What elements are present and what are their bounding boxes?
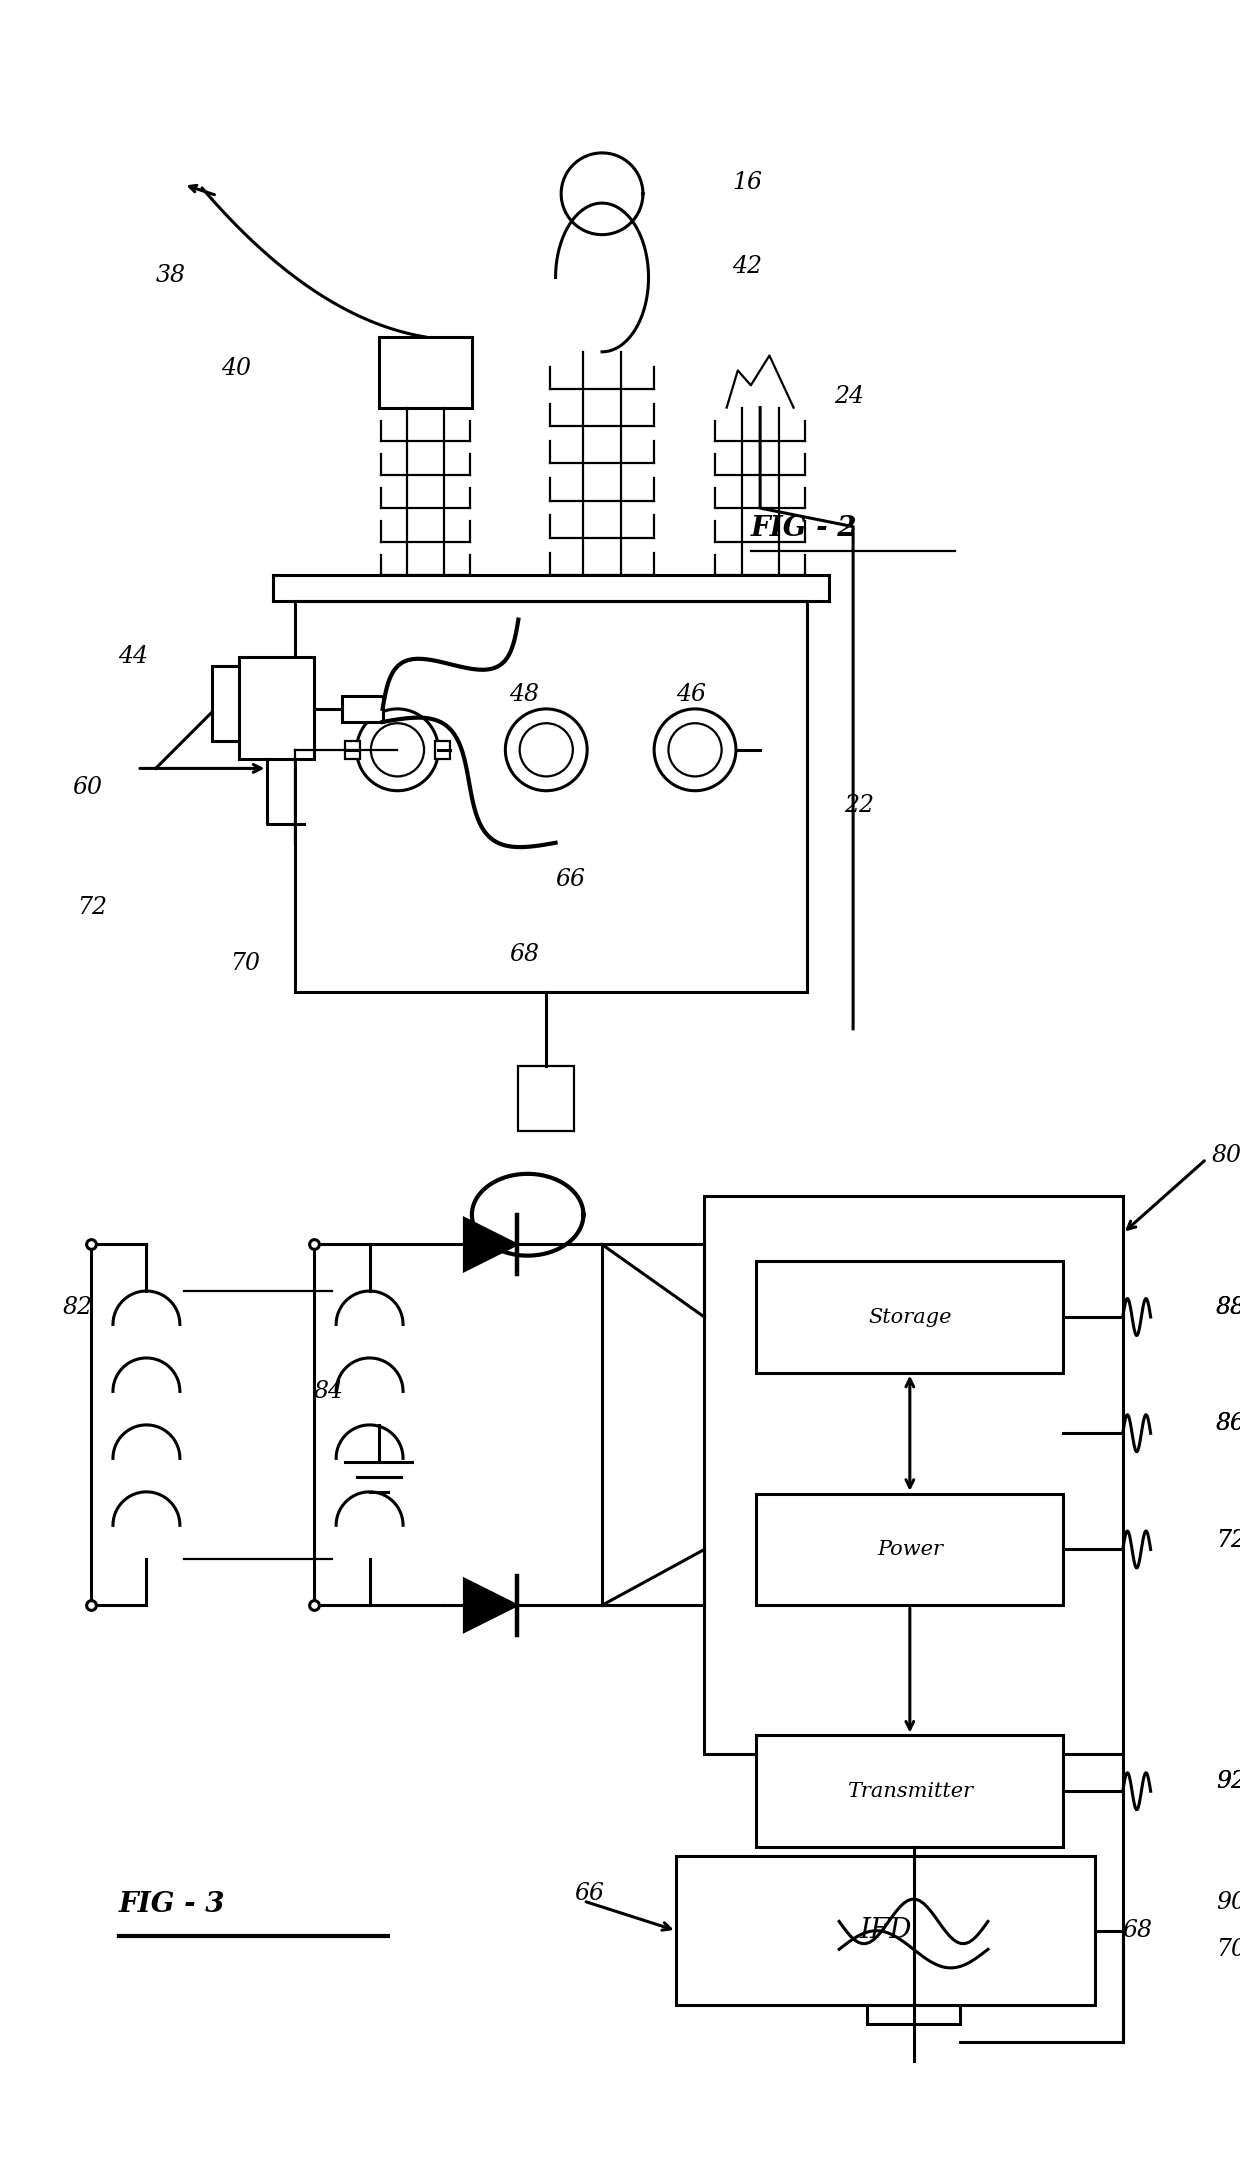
Text: 72: 72 xyxy=(1215,1529,1240,1551)
Circle shape xyxy=(379,732,417,769)
Circle shape xyxy=(520,723,573,775)
Polygon shape xyxy=(465,1579,517,1631)
Text: 48: 48 xyxy=(510,684,539,705)
Text: 92: 92 xyxy=(1215,1771,1240,1793)
Text: Power: Power xyxy=(877,1540,942,1559)
Bar xyxy=(756,1494,1063,1605)
Text: 66: 66 xyxy=(574,1883,604,1904)
Bar xyxy=(704,1197,1122,1754)
Text: 88: 88 xyxy=(1215,1297,1240,1319)
Bar xyxy=(295,601,806,992)
Circle shape xyxy=(655,710,737,791)
Text: 24: 24 xyxy=(835,384,864,408)
Text: 40: 40 xyxy=(221,356,250,380)
Text: 70: 70 xyxy=(231,952,260,976)
Text: IFD: IFD xyxy=(859,1918,911,1944)
Text: 44: 44 xyxy=(119,644,149,668)
Text: 68: 68 xyxy=(510,943,539,965)
Circle shape xyxy=(668,723,722,775)
Bar xyxy=(756,1260,1063,1374)
Circle shape xyxy=(357,710,439,791)
Circle shape xyxy=(506,710,588,791)
Text: 66: 66 xyxy=(556,869,585,891)
Circle shape xyxy=(528,732,565,769)
Text: 60: 60 xyxy=(72,775,102,799)
Bar xyxy=(346,740,361,760)
Text: 86: 86 xyxy=(1215,1413,1240,1435)
Circle shape xyxy=(895,1885,932,1922)
Text: 42: 42 xyxy=(733,256,763,277)
Text: 80: 80 xyxy=(1211,1144,1240,1166)
Text: 92: 92 xyxy=(1215,1771,1240,1793)
Text: 46: 46 xyxy=(677,684,707,705)
Polygon shape xyxy=(465,1219,517,1271)
Text: 84: 84 xyxy=(314,1380,343,1402)
Text: 38: 38 xyxy=(156,264,186,286)
Bar xyxy=(756,1736,1063,1848)
Text: 90: 90 xyxy=(1215,1891,1240,1915)
Bar xyxy=(212,666,277,740)
Bar xyxy=(239,657,314,760)
Text: 70: 70 xyxy=(1215,1937,1240,1961)
Text: Storage: Storage xyxy=(868,1308,951,1326)
Text: 72: 72 xyxy=(78,895,108,919)
Text: 72: 72 xyxy=(1215,1529,1240,1551)
Text: 16: 16 xyxy=(733,170,763,194)
Bar xyxy=(867,1963,960,2025)
Bar xyxy=(677,1856,1095,2005)
Circle shape xyxy=(677,732,714,769)
Bar xyxy=(435,740,450,760)
Text: 82: 82 xyxy=(63,1297,93,1319)
Text: 88: 88 xyxy=(1215,1297,1240,1319)
Text: FIG - 3: FIG - 3 xyxy=(119,1891,224,1918)
Circle shape xyxy=(371,723,424,775)
Text: FIG - 2: FIG - 2 xyxy=(751,515,857,542)
Text: 68: 68 xyxy=(1122,1920,1153,1942)
Text: 22: 22 xyxy=(843,795,874,817)
Bar xyxy=(518,1066,574,1131)
Text: 86: 86 xyxy=(1215,1413,1240,1435)
Text: Transmitter: Transmitter xyxy=(847,1782,973,1802)
Bar xyxy=(342,697,383,723)
Bar xyxy=(379,336,472,408)
